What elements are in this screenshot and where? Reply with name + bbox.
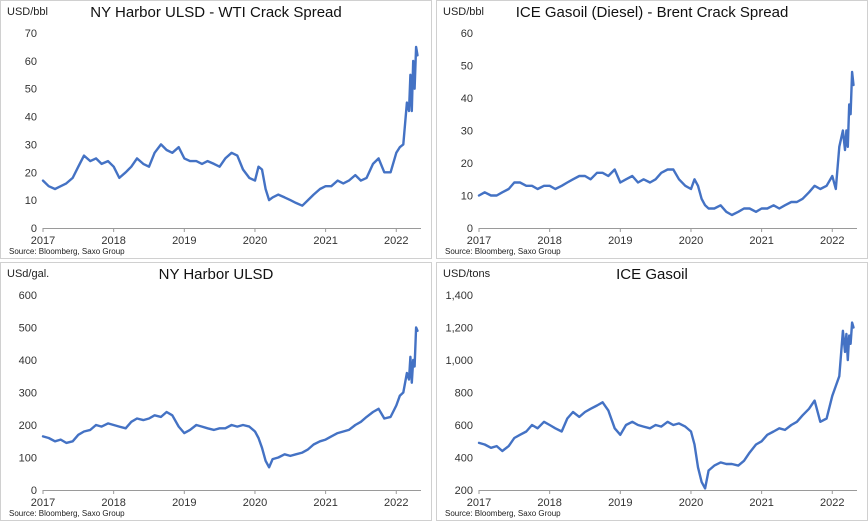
y-tick-label: 500 (19, 323, 37, 335)
y-tick-label: 70 (25, 28, 37, 40)
source-note: Source: Bloomberg, Saxo Group (9, 247, 125, 256)
y-tick-label: 50 (25, 84, 37, 96)
x-tick-label: 2019 (608, 497, 632, 509)
y-unit-label: USd/gal. (7, 268, 50, 280)
y-tick-label: 200 (19, 420, 37, 432)
y-tick-label: 300 (19, 388, 37, 400)
chart-title: NY Harbor ULSD - WTI Crack Spread (90, 4, 342, 21)
x-tick-label: 2022 (820, 235, 844, 247)
x-tick-label: 2020 (243, 497, 267, 509)
chart-svg: 0 100 200 300 400 500 600 2017 2018 2019 2020 2021 2… (19, 290, 421, 509)
x-tick-label: 2018 (101, 235, 125, 247)
x-tick-label: 2021 (313, 235, 337, 247)
chart-panel-ny-harbor-ulsd: 0 100 200 300 400 500 600 2017 2018 2019 2020 2021 2… (0, 262, 432, 521)
chart-svg: 0 10 20 30 40 50 60 70 2017 2018 2019 2020 2021 2022 (25, 28, 421, 247)
x-tick-label: 2018 (101, 497, 125, 509)
x-tick-label: 2018 (537, 235, 561, 247)
y-tick-label: 40 (461, 93, 473, 105)
y-unit-label: USD/tons (443, 268, 491, 280)
y-tick-label: 1,200 (445, 323, 473, 335)
x-tick-label: 2022 (384, 497, 408, 509)
y-tick-label: 0 (467, 223, 473, 235)
y-tick-label: 600 (455, 420, 473, 432)
source-note: Source: Bloomberg, Saxo Group (9, 509, 125, 518)
series-line (41, 326, 419, 469)
series-line (41, 45, 419, 207)
y-tick-label: 1,000 (445, 355, 473, 367)
y-tick-label: 30 (25, 139, 37, 151)
chart-title: ICE Gasoil (Diesel) - Brent Crack Spread (515, 4, 789, 21)
source-note: Source: Bloomberg, Saxo Group (445, 509, 561, 518)
x-tick-label: 2020 (679, 497, 703, 509)
x-tick-label: 2017 (31, 497, 55, 509)
y-tick-label: 30 (461, 126, 473, 138)
x-tick-label: 2022 (820, 497, 844, 509)
y-tick-label: 20 (461, 158, 473, 170)
y-unit-label: USD/bbl (7, 6, 48, 18)
series-line (477, 321, 855, 490)
x-tick-label: 2019 (608, 235, 632, 247)
y-tick-label: 600 (19, 290, 37, 302)
y-tick-label: 0 (31, 223, 37, 235)
chart-panel-ice-gasoil: 200 400 600 800 1,000 1,200 1,400 2017 2018 2019 2… (436, 262, 868, 521)
chart-panel-gasoil-brent-crack: 0 10 20 30 40 50 60 2017 2018 2019 2020 2021 2022 US… (436, 0, 868, 259)
y-tick-label: 800 (455, 388, 473, 400)
x-tick-label: 2022 (384, 235, 408, 247)
y-tick-label: 100 (19, 453, 37, 465)
x-tick-label: 2021 (749, 235, 773, 247)
chart-svg: 200 400 600 800 1,000 1,200 1,400 2017 2018 2019 2… (445, 290, 857, 509)
source-note: Source: Bloomberg, Saxo Group (445, 247, 561, 256)
y-tick-label: 10 (25, 195, 37, 207)
x-tick-label: 2021 (749, 497, 773, 509)
x-tick-label: 2021 (313, 497, 337, 509)
y-unit-label: USD/bbl (443, 6, 484, 18)
series-line (477, 70, 855, 217)
y-tick-label: 400 (455, 453, 473, 465)
x-tick-label: 2017 (467, 235, 491, 247)
x-tick-label: 2017 (467, 497, 491, 509)
chart-title: ICE Gasoil (616, 266, 688, 283)
y-tick-label: 50 (461, 61, 473, 73)
y-tick-label: 10 (461, 191, 473, 203)
y-tick-label: 40 (25, 112, 37, 124)
x-tick-label: 2018 (537, 497, 561, 509)
y-tick-label: 1,400 (445, 290, 473, 302)
y-tick-label: 60 (25, 56, 37, 68)
x-tick-label: 2020 (679, 235, 703, 247)
y-tick-label: 20 (25, 167, 37, 179)
chart-svg: 0 10 20 30 40 50 60 2017 2018 2019 2020 2021 2022 (461, 28, 857, 247)
x-tick-label: 2019 (172, 497, 196, 509)
chart-panel-ulsd-wti-crack: 0 10 20 30 40 50 60 70 2017 2018 2019 2020 2021 2022 … (0, 0, 432, 259)
x-tick-label: 2020 (243, 235, 267, 247)
y-tick-label: 400 (19, 355, 37, 367)
y-tick-label: 0 (31, 485, 37, 497)
y-tick-label: 200 (455, 485, 473, 497)
y-tick-label: 60 (461, 28, 473, 40)
x-tick-label: 2017 (31, 235, 55, 247)
chart-title: NY Harbor ULSD (158, 266, 274, 283)
x-tick-label: 2019 (172, 235, 196, 247)
